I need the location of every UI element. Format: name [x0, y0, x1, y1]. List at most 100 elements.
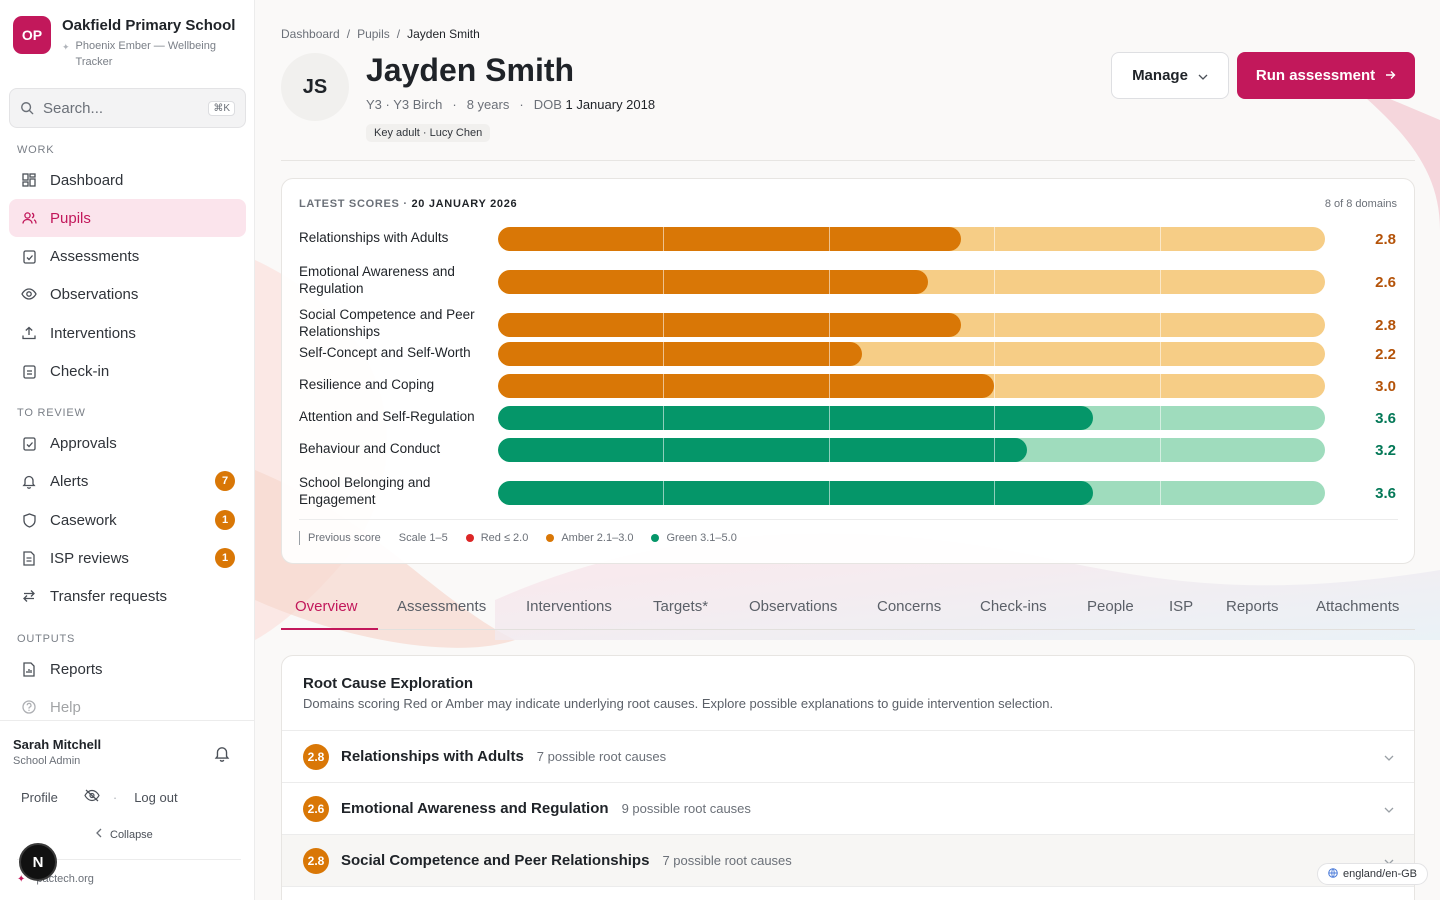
score-bar: [498, 438, 1028, 462]
root-cause-row[interactable]: [282, 886, 1414, 900]
score-value: 3.6: [1375, 410, 1396, 427]
locale-label: england/en-GB: [1343, 868, 1417, 880]
sidebar-item-assessments[interactable]: Assessments: [9, 237, 246, 275]
sidebar-item-label: Check-in: [50, 362, 110, 380]
tab-people[interactable]: People: [1087, 598, 1134, 615]
score-bar: [498, 227, 962, 251]
scores-date: 20 JANUARY 2026: [411, 198, 518, 210]
sidebar-item-dashboard[interactable]: Dashboard: [9, 161, 246, 199]
grid-line: [663, 406, 665, 430]
grid-line: [663, 481, 665, 505]
help-icon: [21, 699, 37, 715]
grid-line: [828, 438, 830, 462]
header-divider: [281, 160, 1415, 161]
grid-line: [828, 270, 830, 294]
grid-line: [828, 406, 830, 430]
sidebar: OP Oakfield Primary School ✦ Phoenix Emb…: [0, 0, 255, 900]
root-cause-domain: Relationships with Adults: [341, 748, 524, 765]
amber-dot-icon: [546, 534, 555, 542]
grid-line: [994, 406, 996, 430]
tab-attachments[interactable]: Attachments: [1316, 598, 1400, 615]
sidebar-item-casework[interactable]: Casework 1: [9, 501, 246, 539]
breadcrumb-pupils[interactable]: Pupils: [357, 27, 390, 41]
score-track: [498, 313, 1325, 337]
run-assessment-button[interactable]: Run assessment: [1237, 52, 1415, 99]
grid-line: [1159, 438, 1161, 462]
domain-label: Relationships with Adults: [299, 230, 449, 245]
score-track: [498, 374, 1325, 398]
previous-score-marker: [299, 531, 300, 545]
locale-selector[interactable]: england/en-GB: [1317, 863, 1428, 885]
profile-link[interactable]: Profile: [21, 789, 58, 805]
manage-button[interactable]: Manage: [1111, 52, 1229, 99]
sidebar-item-help[interactable]: Help: [9, 688, 246, 726]
tab-assessments[interactable]: Assessments: [397, 598, 487, 615]
score-track: [498, 406, 1325, 430]
logout-link[interactable]: Log out: [134, 789, 178, 805]
sidebar-item-label: Approvals: [50, 434, 117, 452]
collapse-button[interactable]: Collapse: [96, 828, 153, 841]
sidebar-item-label: ISP reviews: [50, 549, 129, 567]
root-cause-domain: Social Competence and Peer Relationships: [341, 852, 650, 869]
org-switcher[interactable]: OP Oakfield Primary School ✦ Phoenix Emb…: [13, 16, 235, 70]
tab-overview[interactable]: Overview: [295, 598, 358, 615]
sidebar-item-alerts[interactable]: Alerts 7: [9, 462, 246, 500]
score-bar: [498, 270, 929, 294]
dob-value: 1 January 2018: [565, 97, 656, 112]
root-cause-row[interactable]: 2.8 Social Competence and Peer Relations…: [282, 834, 1414, 886]
alerts-count-badge: 7: [215, 471, 235, 491]
notifications-bell-icon[interactable]: [214, 745, 230, 767]
search-input[interactable]: Search... ⌘K: [9, 88, 246, 128]
isp-reviews-count-badge: 1: [215, 548, 235, 568]
sidebar-item-label: Alerts: [50, 472, 89, 490]
clipboard-icon: [21, 363, 37, 379]
search-shortcut: ⌘K: [208, 100, 235, 116]
sidebar-item-approvals[interactable]: Approvals: [9, 424, 246, 462]
breadcrumb-current: Jayden Smith: [407, 27, 480, 41]
sidebar-item-label: Observations: [50, 285, 139, 303]
tab-interventions[interactable]: Interventions: [526, 598, 612, 615]
sidebar-item-observations[interactable]: Observations: [9, 275, 246, 313]
sidebar-item-isp-reviews[interactable]: ISP reviews 1: [9, 539, 246, 577]
score-value: 2.8: [1375, 231, 1396, 248]
tab-reports[interactable]: Reports: [1226, 598, 1279, 615]
dashboard-icon: [21, 172, 37, 188]
scores-title-label: LATEST SCORES ·: [299, 198, 412, 210]
score-bar: [498, 481, 1094, 505]
tab-observations[interactable]: Observations: [749, 598, 838, 615]
tab-isp[interactable]: ISP: [1169, 598, 1194, 615]
legend-amber: Amber 2.1–3.0: [546, 532, 633, 544]
dev-tools-button[interactable]: N: [19, 843, 57, 881]
grid-line: [663, 342, 665, 366]
chevron-down-icon: [1384, 800, 1394, 818]
chevron-left-icon: [96, 828, 102, 841]
tab-targets[interactable]: Targets*: [653, 598, 709, 615]
sidebar-item-pupils[interactable]: Pupils: [9, 199, 246, 237]
root-cause-row[interactable]: 2.6 Emotional Awareness and Regulation 9…: [282, 782, 1414, 834]
pupil-age: 8 years: [466, 97, 510, 112]
chart-legend: Previous score Scale 1–5 Red ≤ 2.0 Amber…: [299, 531, 755, 545]
score-track: [498, 227, 1325, 251]
section-label-outputs: OUTPUTS: [17, 633, 76, 645]
sidebar-item-check-in[interactable]: Check-in: [9, 352, 246, 390]
divider: [17, 859, 241, 860]
clipboard-check-icon: [21, 435, 37, 451]
manage-label: Manage: [1132, 67, 1188, 84]
root-cause-count: 7 possible root causes: [536, 749, 667, 764]
separator-dot: ·: [112, 789, 118, 805]
root-cause-count: 7 possible root causes: [662, 853, 792, 868]
tab-check-ins[interactable]: Check-ins: [980, 598, 1047, 615]
root-cause-row[interactable]: 2.8 Relationships with Adults 7 possible…: [282, 730, 1414, 782]
breadcrumb-dashboard[interactable]: Dashboard: [281, 27, 340, 41]
bell-icon: [21, 473, 37, 489]
tab-concerns[interactable]: Concerns: [877, 598, 942, 615]
score-bar: [498, 342, 862, 366]
score-bar: [498, 406, 1094, 430]
legend-red: Red ≤ 2.0: [465, 532, 528, 544]
sidebar-item-transfer-requests[interactable]: Transfer requests: [9, 577, 246, 615]
sidebar-item-interventions[interactable]: Interventions: [9, 314, 246, 352]
eye-off-icon[interactable]: [84, 789, 100, 805]
sidebar-item-reports[interactable]: Reports: [9, 650, 246, 688]
domain-label: Behaviour and Conduct: [299, 441, 441, 456]
root-cause-domain: Emotional Awareness and Regulation: [341, 800, 609, 817]
